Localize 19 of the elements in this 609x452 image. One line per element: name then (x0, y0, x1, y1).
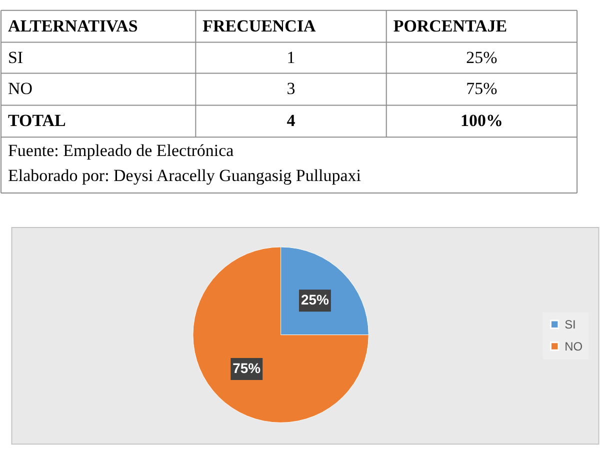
text: TOTAL (8, 111, 66, 130)
text: SI (8, 48, 24, 67)
text: FRECUENCIA (202, 16, 317, 36)
text: 3 (286, 79, 296, 98)
text: 1 (286, 48, 296, 67)
pie-slice (192, 246, 369, 423)
text: 100% (460, 111, 503, 130)
source-note: Fuente: Empleado de Electrónica (8, 141, 234, 160)
text: PORCENTAJE (393, 16, 508, 36)
text: Elaborado por: Deysi Aracelly Guangasig Pullupaxi (8, 166, 362, 186)
text: 75% (466, 79, 498, 98)
text: ALTERNATIVAS (8, 16, 138, 36)
text: 25% (466, 48, 498, 67)
legend-label: NO (564, 339, 583, 354)
data-label: 75% (232, 360, 262, 376)
text: NO (8, 79, 33, 98)
legend-label: SI (564, 317, 576, 332)
data-label: 25% (300, 292, 330, 308)
text: 4 (286, 111, 296, 130)
